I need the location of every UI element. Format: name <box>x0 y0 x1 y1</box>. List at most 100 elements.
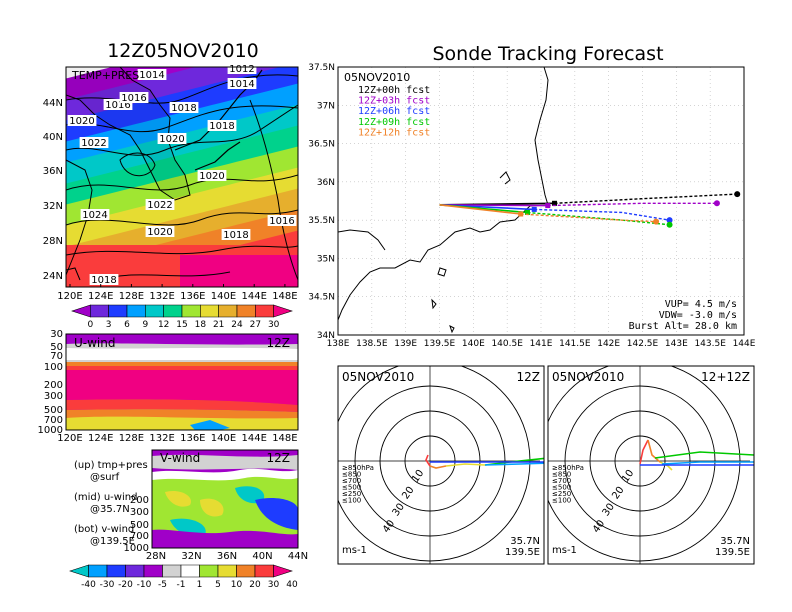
uwind-lon-label: 148E <box>272 433 297 444</box>
track-legend: 12Z+00h fcst12Z+03h fcst12Z+06h fcst12Z+… <box>358 85 430 138</box>
burst-marker <box>518 212 523 217</box>
isobar-label: 1016 <box>121 93 146 104</box>
colorbar-swatch <box>90 305 108 317</box>
track-lat-label: 34.5N <box>308 293 335 303</box>
map-lon-label: 132E <box>149 291 174 302</box>
hodo-ring-label: 20 <box>400 485 416 502</box>
colorbar-swatch <box>274 305 292 317</box>
colorbar-label: 30 <box>268 320 280 330</box>
track-lon-labels: 138E 138.5E 139E 139.5E 140E 140.5E 141E 141.5E… <box>327 339 756 349</box>
colorbar-swatch <box>145 305 163 317</box>
uwind-lon-labels: 120E 124E 128E 132E 136E 140E 144E 148E <box>57 433 297 444</box>
vwind-colorbar-label: 5 <box>215 580 221 590</box>
colorbar-swatch <box>219 305 237 317</box>
uwind-label: U-wind <box>74 336 115 350</box>
forecast-legend-entry: 12Z+06h fcst <box>358 106 430 117</box>
sonde-tracks <box>440 191 741 228</box>
colorbar-label: 15 <box>176 320 187 330</box>
isobar-label: 1018 <box>223 230 248 241</box>
colorbar-label: 27 <box>250 320 261 330</box>
isobar-label: 1020 <box>159 134 184 145</box>
colorbar-swatch <box>109 305 127 317</box>
note-line: (mid) u-wind <box>74 492 137 503</box>
vwind-colorbar-swatch <box>237 565 256 577</box>
colorbar-swatch <box>182 305 200 317</box>
landing-marker <box>667 222 673 228</box>
colorbar-swatch <box>200 305 218 317</box>
track-lon-label: 141E <box>530 339 553 349</box>
track-date: 05NOV2010 <box>344 71 410 84</box>
hodo-ring-label: 20 <box>610 485 626 502</box>
colorbar-swatch <box>164 305 182 317</box>
vwind-lat-label: 44N <box>288 551 308 562</box>
track-lat-label: 35N <box>317 254 335 264</box>
isobar-label: 1020 <box>147 227 172 238</box>
uwind-pressure-label: 300 <box>44 391 63 402</box>
vwind-colorbar-swatch <box>200 565 219 577</box>
track-lat-label: 35.5N <box>308 216 335 226</box>
map-lat-label: 24N <box>43 271 63 282</box>
vwind-colorbar-swatch <box>218 565 237 577</box>
hodo-profile <box>655 452 754 458</box>
track-lat-label: 36.5N <box>308 140 335 150</box>
track-lon-label: 138E <box>327 339 350 349</box>
vwind-colorbar-label: -30 <box>100 580 115 590</box>
uwind-lon-label: 140E <box>211 433 236 444</box>
map-lat-label: 28N <box>43 236 63 247</box>
uwind-lon-label: 128E <box>119 433 144 444</box>
map-lat-labels: 44N 40N 36N 32N 28N 24N <box>43 98 63 282</box>
hodo-time: 12Z <box>517 370 541 384</box>
hodo-lon: 139.5E <box>505 547 540 558</box>
vwind-time: 12Z <box>267 451 291 465</box>
vwind-lat-label: 36N <box>217 551 237 562</box>
vwind-colorbar-swatch <box>89 565 108 577</box>
isobar-label: 1018 <box>91 275 116 286</box>
temp-band <box>180 255 298 290</box>
map-lon-label: 144E <box>241 291 266 302</box>
forecast-legend-entry: 12Z+03h fcst <box>358 96 430 107</box>
forecast-legend-entry: 12Z+09h fcst <box>358 117 430 128</box>
vwind-pressure-label: 300 <box>130 507 149 518</box>
note-line: (up) tmp+pres <box>74 460 148 471</box>
track-lon-label: 141.5E <box>559 339 591 349</box>
hodo-ring-label: 10 <box>620 468 636 485</box>
vwind-colorbar-label: 10 <box>231 580 243 590</box>
colorbar-swatch <box>237 305 255 317</box>
colorbar-swatch <box>255 305 273 317</box>
hodo-level-label: ≤100 <box>342 497 361 505</box>
isobar-label: 1014 <box>229 79 254 90</box>
map-lon-label: 136E <box>180 291 205 302</box>
track-lon-label: 143.5E <box>694 339 726 349</box>
map-lat-label: 44N <box>43 98 63 109</box>
track-lon-label: 140.5E <box>491 339 523 349</box>
colorbar-label: 3 <box>106 320 112 330</box>
map-lon-label: 140E <box>211 291 236 302</box>
track-lon-label: 140E <box>462 339 485 349</box>
colorbar-swatch <box>127 305 145 317</box>
track-lat-label: 36N <box>317 178 335 188</box>
hodo-profile <box>446 464 485 466</box>
hodo-profile <box>430 466 446 468</box>
vwind-colorbar-swatch <box>181 565 200 577</box>
uwind-lon-label: 136E <box>180 433 205 444</box>
note-line: @surf <box>90 472 120 483</box>
landing-marker <box>734 191 740 197</box>
hodo-unit: ms-1 <box>552 545 577 556</box>
track-lon-label: 142.5E <box>627 339 659 349</box>
isobar-label: 1018 <box>171 103 196 114</box>
vwind-colorbar-label: -10 <box>137 580 152 590</box>
track-lon-label: 144E <box>733 339 756 349</box>
colorbar-label: 9 <box>142 320 148 330</box>
vwind-pressure-label: 200 <box>130 495 149 506</box>
track-lon-label: 142E <box>597 339 620 349</box>
vwind-colorbar-swatch <box>255 565 274 577</box>
forecast-legend-entry: 12Z+00h fcst <box>358 85 430 96</box>
uwind-time: 12Z <box>267 336 291 350</box>
colorbar-label: 0 <box>87 320 93 330</box>
map-lat-label: 36N <box>43 166 63 177</box>
isobar-label: 1020 <box>199 171 224 182</box>
map-lon-label: 148E <box>272 291 297 302</box>
track-lon-label: 143E <box>665 339 688 349</box>
uwind-lon-label: 132E <box>149 433 174 444</box>
track-lat-label: 37.5N <box>308 63 335 73</box>
